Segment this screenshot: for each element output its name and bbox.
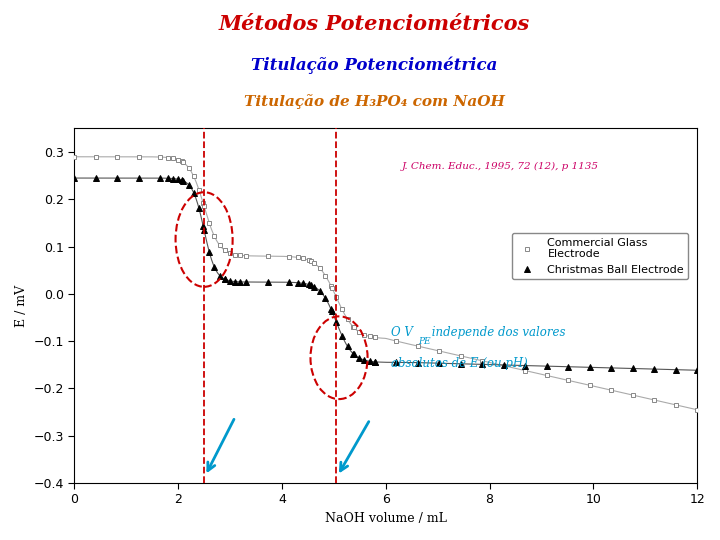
X-axis label: NaOH volume / mL: NaOH volume / mL bbox=[325, 512, 446, 525]
Christmas Ball Electrode bbox=[205, 249, 214, 255]
Commercial Glass
Electrode bbox=[215, 242, 224, 248]
Christmas Ball Electrode bbox=[70, 175, 78, 181]
Christmas Ball Electrode bbox=[226, 278, 235, 284]
Commercial Glass
Electrode bbox=[70, 153, 78, 160]
Y-axis label: E / mV: E / mV bbox=[15, 285, 28, 327]
Text: O V: O V bbox=[391, 327, 413, 340]
Legend: Commercial Glass
Electrode, Christmas Ball Electrode: Commercial Glass Electrode, Christmas Ba… bbox=[512, 233, 688, 279]
Text: Titulação de H₃PO₄ com NaOH: Titulação de H₃PO₄ com NaOH bbox=[244, 94, 505, 110]
Line: Christmas Ball Electrode: Christmas Ball Electrode bbox=[71, 176, 700, 373]
Text: PE: PE bbox=[418, 336, 431, 346]
Commercial Glass
Electrode bbox=[220, 247, 229, 254]
Commercial Glass
Electrode bbox=[184, 164, 193, 171]
Line: Commercial Glass
Electrode: Commercial Glass Electrode bbox=[72, 154, 700, 412]
Christmas Ball Electrode bbox=[220, 276, 229, 282]
Commercial Glass
Electrode bbox=[226, 250, 235, 256]
Commercial Glass
Electrode bbox=[205, 220, 214, 226]
Text: independe dos valores: independe dos valores bbox=[428, 327, 566, 340]
Text: Métodos Potenciométricos: Métodos Potenciométricos bbox=[219, 14, 530, 33]
Commercial Glass
Electrode bbox=[343, 316, 352, 322]
Christmas Ball Electrode bbox=[343, 343, 352, 350]
Text: absolutos de E (ou pH): absolutos de E (ou pH) bbox=[391, 357, 528, 370]
Text: J. Chem. Educ., 1995, 72 (12), p 1135: J. Chem. Educ., 1995, 72 (12), p 1135 bbox=[401, 161, 598, 171]
Christmas Ball Electrode bbox=[184, 181, 193, 188]
Christmas Ball Electrode bbox=[215, 272, 224, 279]
Christmas Ball Electrode bbox=[693, 367, 701, 374]
Commercial Glass
Electrode bbox=[693, 407, 701, 413]
Text: Titulação Potenciométrica: Titulação Potenciométrica bbox=[251, 57, 498, 74]
